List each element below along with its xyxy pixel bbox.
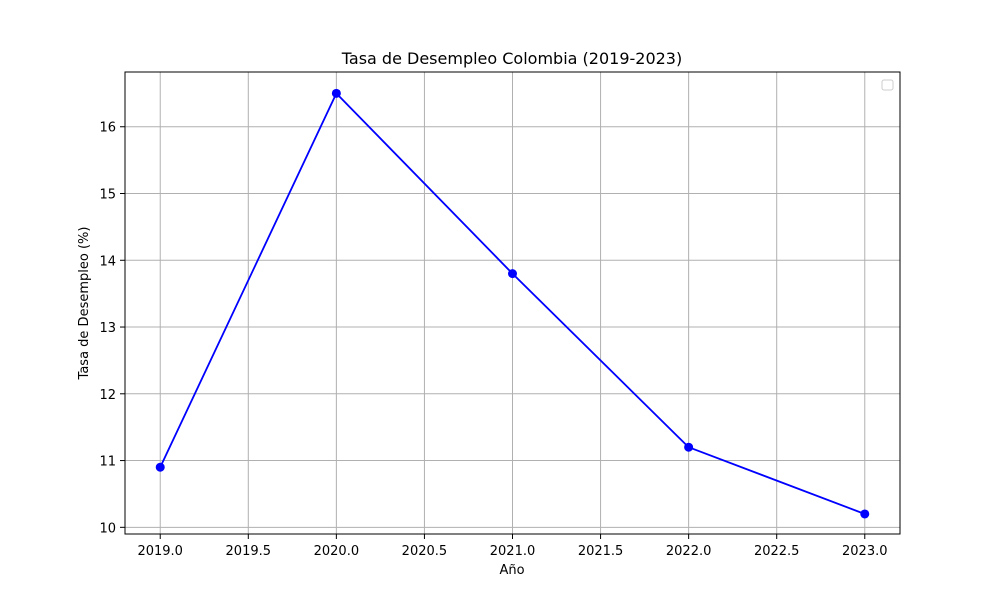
x-axis-label: Año (499, 563, 524, 578)
data-point-marker (860, 509, 870, 519)
y-tick-label: 16 (99, 121, 116, 136)
data-point-marker (508, 269, 517, 279)
x-tick-label: 2022.0 (666, 544, 712, 559)
x-tick-label: 2023.0 (842, 544, 888, 559)
y-tick-label: 14 (99, 254, 116, 269)
legend-box (881, 79, 894, 91)
data-point-marker (155, 462, 165, 472)
y-axis: 10 11 12 13 14 15 16 (99, 121, 125, 536)
x-tick-label: 2021.0 (490, 544, 536, 559)
y-tick-label: 12 (99, 388, 116, 403)
y-tick-label: 10 (99, 521, 116, 536)
y-tick-label: 15 (99, 188, 116, 203)
series-layer (155, 88, 870, 519)
chart-title: Tasa de Desempleo Colombia (2019-2023) (341, 49, 682, 68)
x-tick-label: 2019.0 (137, 544, 183, 559)
x-tick-label: 2019.5 (226, 544, 272, 559)
y-axis-label: Tasa de Desempleo (%) (77, 227, 92, 381)
y-tick-label: 11 (99, 455, 116, 470)
x-tick-label: 2021.5 (578, 544, 624, 559)
data-point-marker (331, 88, 341, 98)
data-point-marker (684, 442, 694, 452)
grid (125, 72, 900, 534)
x-tick-label: 2020.5 (402, 544, 448, 559)
y-tick-label: 13 (99, 321, 116, 336)
x-tick-label: 2020.0 (314, 544, 360, 559)
x-tick-label: 2022.5 (754, 544, 800, 559)
x-axis: 2019.0 2019.5 2020.0 2020.5 2021.0 2021.5 2022… (137, 534, 888, 559)
